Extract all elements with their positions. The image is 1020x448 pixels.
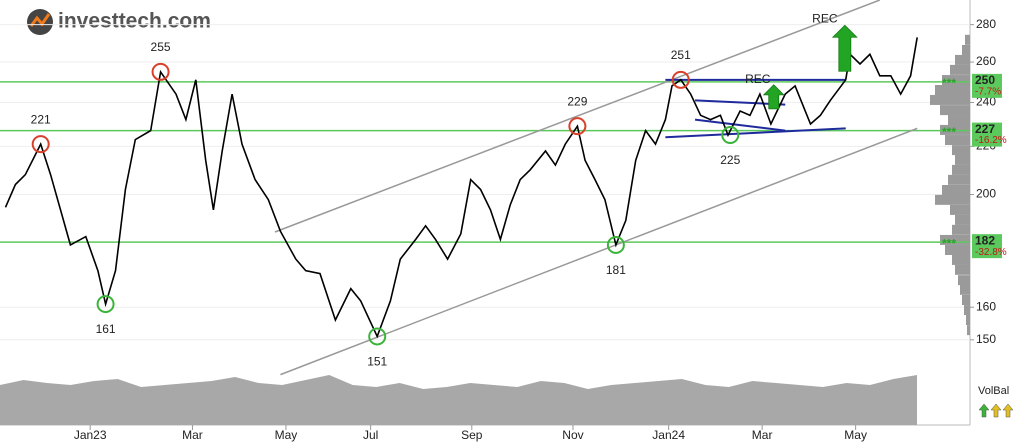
volume-profile-bar (935, 85, 970, 96)
trend-line (280, 127, 918, 376)
level-label-bg (972, 122, 1002, 147)
volume-profile-bar (948, 115, 970, 126)
volume-profile-bar (955, 154, 970, 165)
volume-profile-bar (965, 34, 970, 45)
level-label: 250 (975, 73, 995, 87)
level-change: -32.8% (975, 247, 1007, 258)
logo: investtech.com (27, 9, 211, 35)
volume-profile-bar (948, 174, 970, 185)
level-label: 182 (975, 233, 995, 247)
extreme-circle (31, 135, 50, 154)
volume-profile-bar (952, 224, 970, 235)
volume-profile-bar (962, 44, 970, 55)
x-tick-label: Mar (182, 428, 203, 442)
trend-line (274, 0, 881, 233)
extreme-circle (568, 117, 587, 136)
annotation: REC (812, 11, 838, 25)
volume-profile-bar (952, 164, 970, 175)
x-tick-label: May (275, 428, 298, 442)
signal-arrow (762, 84, 785, 110)
x-tick-label: Mar (752, 428, 773, 442)
trend-line (665, 127, 846, 139)
extreme-circle (96, 295, 115, 314)
y-tick-label: 280 (976, 17, 996, 31)
volume-profile-bar (952, 254, 970, 265)
extreme-label: 255 (151, 40, 171, 54)
y-tick-label: 160 (976, 299, 996, 313)
y-tick-label: 260 (976, 54, 996, 68)
extreme-label: 151 (367, 355, 387, 369)
volume-profile-bar (966, 314, 970, 325)
price-line (4, 37, 918, 339)
signal-arrow (831, 24, 858, 72)
extreme-circle (606, 235, 625, 254)
volume-profile-bar (967, 325, 970, 336)
extreme-label: 221 (31, 112, 51, 126)
extreme-circle (721, 126, 740, 145)
volbal-icon (1002, 403, 1014, 418)
volume-profile-bar (945, 244, 970, 255)
extreme-label: 225 (720, 153, 740, 167)
volume-profile-bar (958, 275, 970, 286)
volume-profile-bar (962, 295, 970, 306)
level-marker: *** (942, 76, 956, 90)
volume-profile-bar (955, 264, 970, 275)
volume-profile-bar (942, 185, 970, 196)
annotation: REC (745, 72, 771, 86)
level-label-bg (972, 73, 1002, 98)
level-change: -7.7% (975, 87, 1001, 98)
x-tick-label: Sep (461, 428, 483, 442)
x-tick-label: May (844, 428, 867, 442)
extreme-label: 181 (606, 263, 626, 277)
x-tick-label: Jan24 (652, 428, 685, 442)
volume-profile-bar (930, 94, 970, 105)
volume-profile-bar (935, 194, 970, 205)
volume-profile-bar (950, 204, 970, 215)
volume-profile-bar (940, 234, 970, 245)
volume-profile-bar (952, 145, 970, 156)
volbal-icon (990, 403, 1002, 418)
extreme-label: 229 (567, 94, 587, 108)
extreme-label: 161 (96, 322, 116, 336)
volume-profile-bar (950, 64, 970, 75)
trend-line (694, 118, 786, 132)
volume-profile-bar (955, 214, 970, 225)
volume-profile-bar (964, 305, 970, 316)
volbal-icon (978, 403, 990, 418)
volume-profile-bar (940, 105, 970, 116)
x-tick-label: Nov (562, 428, 583, 442)
x-tick-label: Jul (363, 428, 378, 442)
x-tick-label: Jan23 (74, 428, 107, 442)
volume-profile-bar (955, 54, 970, 65)
volbal-label: VolBal (978, 385, 1009, 397)
level-label-bg (972, 234, 1002, 259)
y-tick-label: 200 (976, 187, 996, 201)
volume-profile-bar (945, 135, 970, 146)
logo-icon-line (29, 13, 51, 27)
extreme-circle (368, 327, 387, 346)
logo-text: investtech.com (58, 10, 211, 33)
level-marker: *** (942, 125, 956, 139)
volume-profile-bar (960, 284, 970, 295)
y-tick-label: 150 (976, 332, 996, 346)
level-marker: *** (942, 236, 956, 250)
y-tick-label: 240 (976, 95, 996, 109)
volume-profile-bar (942, 75, 970, 86)
extreme-circle (151, 62, 170, 81)
volbal-area (0, 375, 917, 425)
level-change: -16.2% (975, 135, 1007, 146)
extreme-label: 251 (671, 48, 691, 62)
level-label: 227 (975, 122, 995, 136)
extreme-circle (671, 70, 690, 89)
